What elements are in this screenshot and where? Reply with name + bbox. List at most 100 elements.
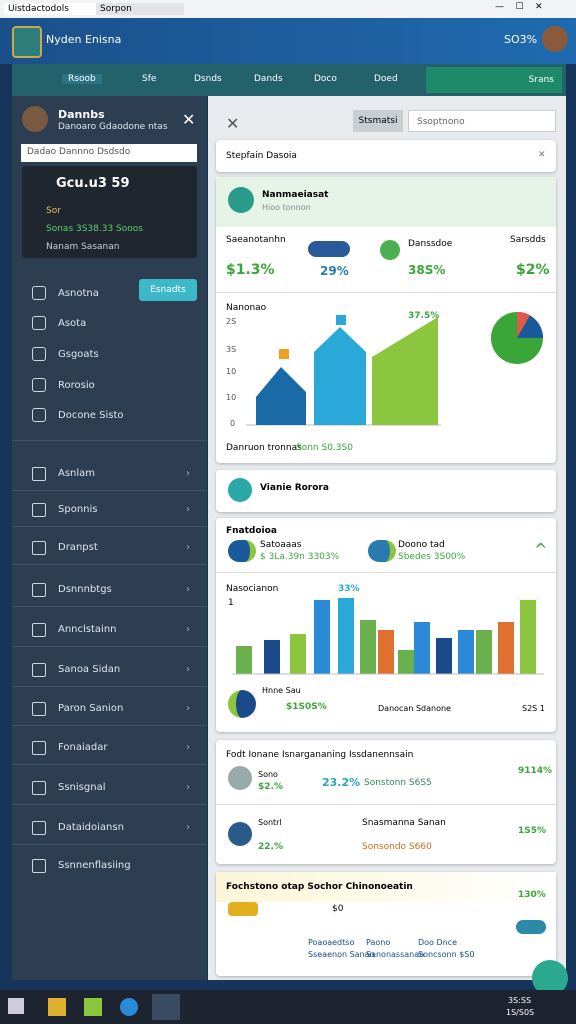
menu-item[interactable]: Dataidoiansn (58, 822, 124, 833)
app-icon[interactable] (48, 998, 66, 1016)
chevron[interactable]: › (186, 782, 190, 793)
marker (279, 349, 289, 359)
promo-link[interactable]: Paono (366, 938, 391, 947)
separator (12, 606, 207, 607)
chevron[interactable]: › (186, 703, 190, 714)
toolbar-search[interactable]: Ssoptnono (408, 110, 556, 132)
menu-item[interactable]: Ssnisgnal (58, 782, 106, 793)
y-tick-label: 10 (226, 393, 237, 402)
nav-item[interactable]: Rsoob (62, 74, 102, 84)
menu-icon (32, 316, 46, 330)
menu-item[interactable]: Docone Sisto (58, 410, 124, 421)
notice: Stepfain Dasoia ✕ (216, 140, 556, 172)
menu-item[interactable]: Asota (58, 318, 87, 329)
menu-icon (32, 583, 46, 597)
chevron[interactable]: › (186, 584, 190, 595)
callout: 37.5% (408, 311, 440, 321)
nav-bar: Rsoob Sfe Dsnds Dands Doco Doed Srans (12, 64, 566, 96)
chevron[interactable]: › (186, 542, 190, 553)
profile-subtitle: Danoaro Gdaodone ntas (58, 122, 168, 132)
chevron[interactable]: › (186, 822, 190, 833)
card-title: Fodt Ionane Isnargananing Issdanennsain (226, 750, 414, 760)
report-card: Fnatdoioa Satoaaas $ 3La.39n 3303% Doono… (216, 518, 556, 732)
menu-item[interactable]: Sanoa Sidan (58, 664, 121, 675)
menu-item[interactable]: Ssnnenflasiing (58, 860, 131, 871)
nav-action[interactable]: Srans (426, 67, 562, 93)
app-icon[interactable] (120, 998, 138, 1016)
y-tick-label: 0 (230, 419, 236, 428)
menu-item[interactable]: Gsgoats (58, 349, 99, 360)
separator (12, 490, 207, 491)
close-button[interactable]: ✕ (182, 110, 196, 129)
close-button[interactable]: ✕ (226, 114, 240, 133)
avatar (228, 822, 252, 846)
separator (12, 440, 207, 441)
balance-line: Nanam Sasanan (46, 242, 120, 252)
menu-icon (32, 286, 46, 300)
tab[interactable]: Sorpon (96, 3, 184, 15)
toolbar-button[interactable]: Stsmatsi (353, 110, 403, 132)
menu-item[interactable]: Dranpst (58, 542, 98, 553)
menu-item[interactable]: Asnotna (58, 288, 99, 299)
balance-line: Sor (46, 206, 61, 216)
row-stat: 23.2% (322, 776, 361, 789)
logo (12, 26, 42, 58)
separator (12, 686, 207, 687)
row-pct: 9114% (518, 766, 553, 776)
tab[interactable]: Uistdactodols (4, 3, 96, 15)
notice-title: Stepfain Dasoia (226, 151, 297, 161)
icon (228, 540, 256, 562)
nav-item[interactable]: Doco (314, 74, 337, 84)
menu-item[interactable]: Rorosio (58, 380, 95, 391)
menu-icon (32, 702, 46, 716)
separator (12, 526, 207, 527)
legend-value: $1S0S% (286, 702, 327, 712)
menu-item[interactable]: Asnlam (58, 468, 96, 479)
app-icon[interactable] (152, 994, 180, 1020)
chevron[interactable]: › (186, 664, 190, 675)
icon (228, 690, 256, 718)
nav-item[interactable]: Dsnds (194, 74, 222, 84)
badge-button[interactable]: Esnadts (139, 279, 197, 301)
promo-pct: 130% (518, 890, 546, 900)
menu-item[interactable]: Annclstainn (58, 624, 117, 635)
app-title: Nyden Enisna (46, 33, 122, 46)
menu-item[interactable]: Paron Sanion (58, 703, 124, 714)
close-button[interactable]: ✕ (538, 150, 546, 160)
avatar[interactable] (542, 26, 568, 52)
promo-link[interactable]: Poaoaedtso (308, 938, 355, 947)
legend-label: Hnne Sau (262, 686, 301, 695)
promo-card: Fochstono otap Sochor Chinonoeatin 130% … (216, 872, 556, 976)
promo-link[interactable]: Doo Dnce (418, 938, 458, 947)
menu-item[interactable]: Fonaiadar (58, 742, 108, 753)
item-label: Doono tad (398, 540, 445, 550)
menu-icon (32, 623, 46, 637)
chevron[interactable]: › (186, 624, 190, 635)
chevron[interactable]: › (186, 504, 190, 515)
stat-label: Saeanotanhn (226, 235, 286, 245)
start-button[interactable] (8, 998, 24, 1014)
menu-icon (32, 741, 46, 755)
status: SO3% (504, 33, 538, 46)
chart-title: Nasocianon (226, 584, 279, 594)
separator (12, 844, 207, 845)
nav-item[interactable]: Doed (374, 74, 398, 84)
menu-item[interactable]: Sponnis (58, 504, 98, 515)
collapse[interactable]: ^ (534, 540, 548, 559)
y-tick-label: 2S (226, 317, 237, 326)
row-tag: Sonsondo S660 (362, 842, 432, 852)
taskbar: 3S:SS 1S/S0S (0, 990, 576, 1024)
app-icon[interactable] (84, 998, 102, 1016)
search-input[interactable]: Dadao Dannno Dsdsdo (21, 144, 197, 162)
window-controls[interactable]: — ☐ ✕ (495, 2, 543, 12)
separator (12, 725, 207, 726)
row-label: Sono (258, 770, 278, 779)
menu-icon (32, 781, 46, 795)
chevron[interactable]: › (186, 742, 190, 753)
menu-item[interactable]: Dsnnnbtgs (58, 584, 112, 595)
nav-item[interactable]: Sfe (142, 74, 157, 84)
item-value: $ 3La.39n 3303% (260, 552, 340, 562)
menu-icon (32, 378, 46, 392)
chevron[interactable]: › (186, 468, 190, 479)
nav-item[interactable]: Dands (254, 74, 283, 84)
